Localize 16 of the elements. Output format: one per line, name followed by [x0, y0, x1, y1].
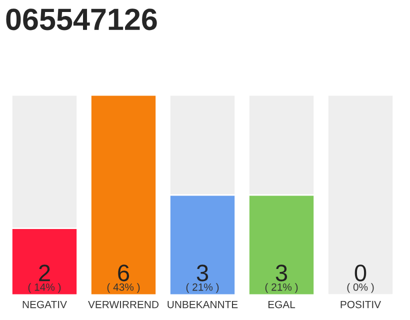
- annotation: ( 21% ): [265, 283, 298, 293]
- x-tick-label: POSITIV: [340, 300, 382, 308]
- x-tick-label: EGAL: [268, 300, 296, 308]
- data-label: 3: [196, 264, 208, 282]
- data-label: 3: [276, 264, 288, 282]
- data-label: 6: [118, 264, 130, 282]
- annotation: ( 14% ): [28, 283, 61, 293]
- x-tick-label: VERWIRREND: [88, 300, 158, 308]
- annotation: ( 21% ): [186, 283, 219, 293]
- data-label: 2: [39, 264, 50, 282]
- x-tick-label: NEGATIV: [22, 300, 67, 308]
- data-label: 0: [354, 264, 366, 282]
- x-tick-label: UNBEKANNTE: [168, 300, 238, 308]
- annotation: ( 0% ): [347, 283, 374, 293]
- annotation: ( 43% ): [107, 283, 140, 293]
- chart-title: 065547126: [6, 8, 157, 30]
